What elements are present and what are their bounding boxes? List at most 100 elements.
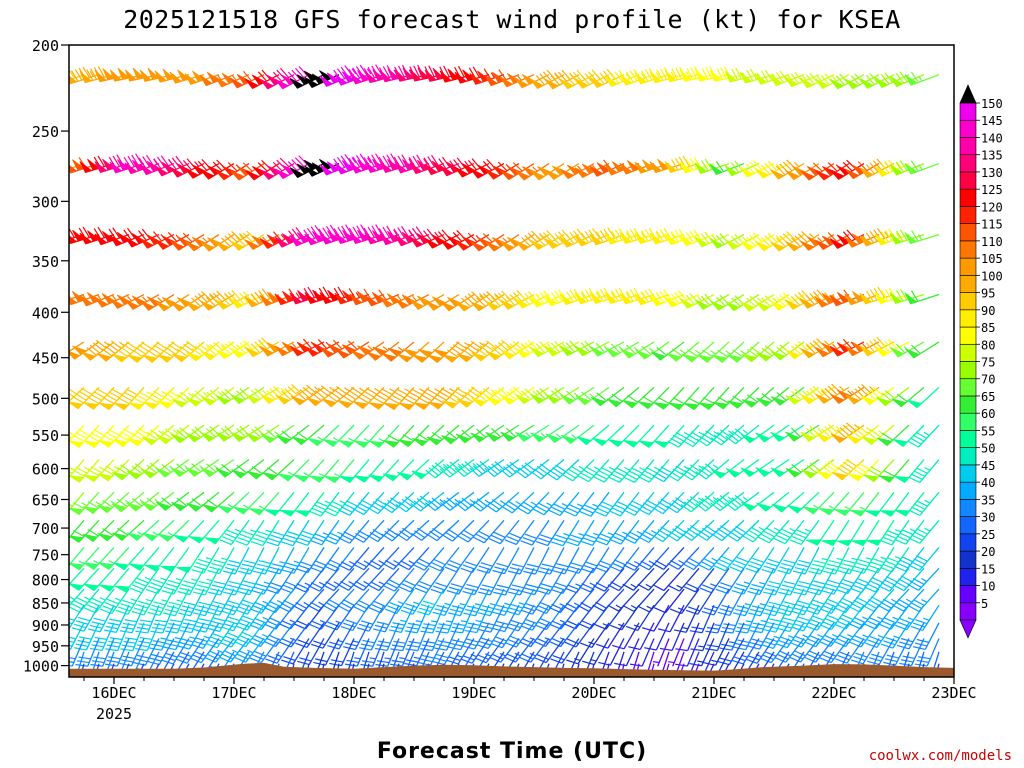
barb-feather	[90, 68, 98, 80]
barb-feather	[138, 391, 150, 399]
barb-staff	[789, 568, 805, 596]
barb-staff	[322, 622, 340, 649]
barb-feather	[869, 73, 879, 84]
barb-staff	[200, 638, 220, 664]
barb-feather	[503, 466, 514, 476]
barb-half-feather	[775, 235, 781, 241]
barb-feather	[340, 506, 353, 513]
wind-barb	[668, 567, 700, 592]
barb-staff	[727, 567, 745, 594]
barb-feather	[837, 570, 850, 575]
barb-feather	[281, 390, 292, 400]
barb-feather	[494, 461, 505, 471]
wind-barb	[185, 458, 220, 477]
barb-feather	[75, 663, 88, 667]
barb-staff	[534, 547, 550, 575]
barb-feather	[880, 231, 889, 243]
barb-feather	[461, 497, 472, 507]
barb-feather	[221, 638, 234, 645]
barb-feather	[467, 160, 477, 171]
barb-feather	[610, 581, 622, 589]
barb-pennant	[439, 165, 454, 177]
wind-barb	[696, 519, 730, 541]
barb-feather	[470, 503, 482, 512]
barb-staff	[639, 622, 655, 650]
barb-feather	[352, 535, 364, 543]
wind-barb	[651, 491, 685, 515]
barb-feather	[206, 653, 219, 660]
wind-barb	[381, 491, 415, 514]
wind-barb	[114, 567, 145, 593]
barb-pennant	[97, 533, 113, 542]
barb-feather	[205, 296, 216, 307]
wind-barb	[448, 588, 475, 617]
barb-pennant	[132, 67, 145, 80]
barb-feather	[595, 74, 605, 85]
barb-feather	[717, 396, 729, 404]
barb-pennant	[244, 296, 259, 308]
barb-pennant	[402, 348, 419, 358]
wind-barb	[849, 604, 880, 630]
barb-staff	[576, 567, 595, 594]
barb-feather	[824, 463, 836, 472]
barb-pennant	[69, 475, 85, 483]
wind-barb	[770, 458, 805, 478]
barb-staff	[540, 459, 565, 480]
wind-barb	[454, 458, 490, 478]
barb-staff	[489, 588, 505, 616]
barb-feather	[678, 228, 687, 240]
barb-feather	[462, 590, 475, 596]
barb-feather	[400, 609, 413, 615]
barb-feather	[781, 528, 793, 535]
barb-feather	[183, 601, 196, 606]
wind-barb	[307, 588, 340, 612]
barb-staff	[875, 604, 895, 630]
barb-feather	[470, 386, 482, 395]
barb-staff	[461, 604, 475, 634]
barb-feather	[132, 433, 144, 441]
barb-feather	[552, 585, 566, 591]
barb-feather	[73, 599, 86, 607]
wind-barb	[71, 604, 100, 632]
barb-staff	[772, 622, 790, 649]
barb-feather	[652, 584, 665, 592]
barb-pennant	[544, 294, 558, 307]
barb-feather	[428, 467, 439, 476]
barb-feather	[775, 72, 784, 83]
barb-feather	[682, 563, 695, 571]
barb-feather	[720, 630, 733, 634]
barb-pennant	[515, 348, 530, 359]
barb-staff	[745, 622, 760, 651]
barb-feather	[886, 557, 899, 563]
barb-feather	[901, 556, 914, 563]
wind-barb	[500, 341, 535, 360]
barb-half-feather	[559, 603, 566, 607]
barb-feather	[426, 388, 438, 396]
barb-feather	[497, 341, 509, 351]
wind-barb	[349, 153, 385, 174]
barb-pennant	[499, 76, 514, 88]
barb-feather	[191, 498, 203, 507]
barb-pennant	[147, 67, 160, 80]
barb-pennant	[372, 158, 385, 171]
barb-feather	[746, 348, 758, 357]
barb-pennant	[387, 347, 403, 357]
barb-staff	[648, 567, 670, 591]
barb-pennant	[296, 341, 311, 353]
wind-barb	[548, 588, 580, 614]
barb-feather	[224, 532, 237, 539]
barb-half-feather	[698, 645, 705, 648]
wind-barb	[69, 546, 85, 567]
barb-feather	[397, 227, 406, 239]
wind-barb	[694, 231, 730, 248]
barb-feather	[317, 339, 328, 349]
barb-pennant	[529, 78, 544, 89]
barb-pennant	[447, 68, 460, 81]
wind-barb	[756, 491, 790, 512]
wind-barb	[368, 386, 400, 410]
barb-feather	[69, 475, 71, 477]
barb-feather	[766, 584, 779, 589]
barb-feather	[448, 656, 461, 662]
barb-feather	[281, 659, 294, 665]
barb-feather	[267, 467, 279, 475]
